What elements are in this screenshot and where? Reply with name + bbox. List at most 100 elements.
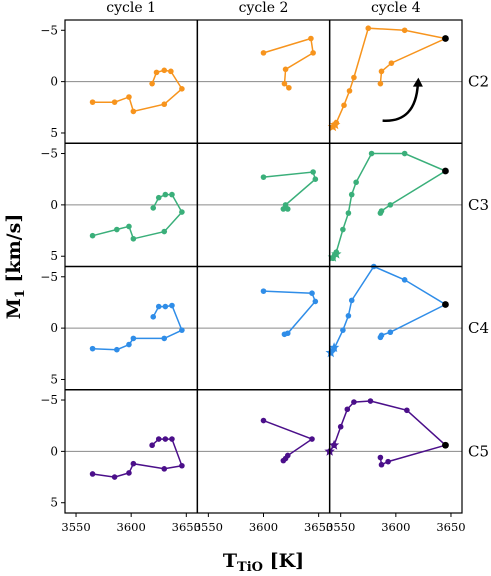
- row-label-c3: C3: [468, 196, 489, 214]
- star-marker: [327, 251, 339, 262]
- data-point: [286, 84, 292, 91]
- data-point: [155, 436, 162, 442]
- data-point: [130, 108, 137, 115]
- panel-c2-col-3: [327, 25, 462, 132]
- data-point: [161, 101, 168, 108]
- series-line: [92, 193, 183, 240]
- data-point: [282, 66, 289, 73]
- data-point: [126, 341, 132, 348]
- data-point: [368, 150, 375, 157]
- y-tick-labels: −5 0 5 −5 0 5 −5 0 5 −5 0 5: [40, 23, 65, 510]
- data-point: [281, 80, 288, 87]
- panel-c5-col-2: [197, 417, 330, 464]
- y-axis-label: M1 [km/s]: [3, 214, 28, 320]
- data-point: [114, 226, 120, 233]
- data-point: [126, 470, 132, 476]
- x-tick-label: 3600: [249, 520, 278, 534]
- data-point: [309, 290, 315, 297]
- column-title-cycle-1: cycle 1: [106, 0, 156, 16]
- x-tick-label: 3650: [436, 520, 465, 534]
- row-label-c4: C4: [468, 319, 489, 337]
- data-point: [150, 205, 157, 211]
- data-point: [155, 303, 162, 310]
- data-point: [344, 406, 351, 413]
- data-point: [89, 471, 96, 477]
- data-point: [387, 329, 394, 336]
- y-tick-label: 0: [50, 444, 58, 458]
- y-axis-label-main: M: [3, 298, 25, 319]
- column-titles: cycle 1 cycle 2 cycle 4: [106, 0, 420, 16]
- data-point: [378, 461, 385, 468]
- data-point: [388, 60, 395, 66]
- y-tick-label: −5: [40, 270, 58, 284]
- data-point: [367, 398, 374, 404]
- data-point: [161, 466, 168, 472]
- data-point: [280, 457, 287, 464]
- data-point: [377, 80, 384, 87]
- x-tick-label: 3600: [117, 520, 146, 534]
- data-point: [149, 442, 155, 449]
- y-tick-label: 0: [50, 75, 58, 89]
- end-point-marker: [442, 35, 449, 42]
- data-point: [346, 88, 353, 94]
- data-point: [310, 50, 316, 56]
- data-point: [89, 99, 96, 105]
- data-point: [310, 169, 316, 175]
- x-axis-label-subscript: TiO: [237, 560, 263, 575]
- data-point: [404, 407, 410, 414]
- data-point: [162, 191, 169, 198]
- panel-c4-col-2: [197, 288, 330, 338]
- end-point-marker: [442, 167, 449, 175]
- data-point: [162, 436, 169, 442]
- data-point: [401, 277, 408, 283]
- data-point: [387, 202, 394, 208]
- data-point: [179, 209, 185, 215]
- data-point: [130, 335, 137, 342]
- y-tick-label: −5: [40, 147, 58, 161]
- data-point: [348, 191, 355, 198]
- data-point: [260, 288, 267, 294]
- data-point: [345, 313, 352, 319]
- star-marker: [328, 439, 340, 450]
- data-point: [89, 232, 96, 239]
- x-axis-label-main: T: [223, 550, 237, 572]
- x-tick-label: 3650: [172, 520, 201, 534]
- panel-c3-col-2: [197, 169, 330, 212]
- data-point: [260, 174, 267, 180]
- y-axis-label-subscript: 1: [13, 289, 28, 298]
- data-point: [155, 194, 162, 201]
- panel-c3-col-3: [327, 150, 462, 262]
- y-tick-label: 0: [50, 321, 58, 335]
- data-point: [161, 67, 168, 74]
- data-point: [282, 202, 289, 208]
- x-tick-label: 3600: [381, 520, 410, 534]
- series-line: [92, 69, 183, 113]
- data-point: [337, 423, 344, 430]
- row-label-c5: C5: [468, 442, 489, 460]
- data-point: [179, 327, 185, 333]
- data-point: [169, 302, 175, 309]
- column-title-cycle-2: cycle 2: [239, 0, 289, 16]
- panel-c4-col-3: [325, 263, 462, 358]
- direction-arrow: [382, 77, 423, 122]
- data-point: [341, 102, 347, 109]
- y-tick-label: 5: [50, 496, 58, 510]
- data-point: [126, 223, 132, 230]
- panel-c4-col-1: [65, 302, 198, 353]
- star-marker: [331, 248, 342, 259]
- panel-c5-col-1: [65, 436, 198, 480]
- data-point: [161, 335, 168, 342]
- y-tick-label: 5: [50, 126, 58, 140]
- data-point: [377, 334, 384, 341]
- data-point: [312, 176, 319, 182]
- data-point: [309, 436, 315, 442]
- x-tick-label: 3650: [304, 520, 333, 534]
- data-point: [284, 206, 291, 212]
- panel-grid: [65, 25, 462, 480]
- star-marker: [325, 347, 336, 358]
- data-point: [130, 235, 137, 242]
- data-point: [114, 346, 120, 353]
- data-point: [377, 454, 384, 461]
